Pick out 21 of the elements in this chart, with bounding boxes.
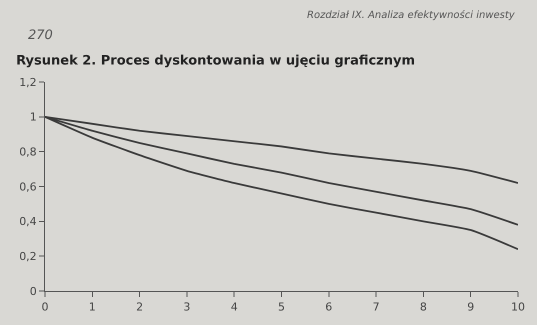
x-tick-label: 5 xyxy=(278,300,285,314)
x-tick-label: 9 xyxy=(467,300,474,314)
x-tick-label: 7 xyxy=(372,300,380,314)
x-tick-label: 2 xyxy=(136,300,144,314)
x-tick-label: 8 xyxy=(420,300,427,314)
y-tick-label: 1 xyxy=(30,110,37,124)
y-tick-label: 0,4 xyxy=(19,215,37,228)
x-tick-label: 1 xyxy=(88,300,96,314)
x-tick-label: 4 xyxy=(230,300,238,314)
chart-title: Rysunek 2. Proces dyskontowania w ujęciu graficznym xyxy=(16,53,416,68)
y-tick-label: 1,2 xyxy=(19,76,37,89)
text: Rozdział IX. Analiza efektywności inwesty xyxy=(307,9,516,21)
x-tick-label: 3 xyxy=(183,300,190,314)
text: 270 xyxy=(28,28,53,43)
x-tick-label: 0 xyxy=(42,300,48,314)
x-tick-label: 6 xyxy=(325,300,332,314)
y-tick-label: 0,2 xyxy=(19,250,37,264)
y-tick-label: 0,8 xyxy=(19,146,37,159)
y-tick-label: 0,6 xyxy=(19,180,37,194)
y-tick-label: 0 xyxy=(30,284,37,298)
x-tick-label: 10 xyxy=(511,300,525,314)
